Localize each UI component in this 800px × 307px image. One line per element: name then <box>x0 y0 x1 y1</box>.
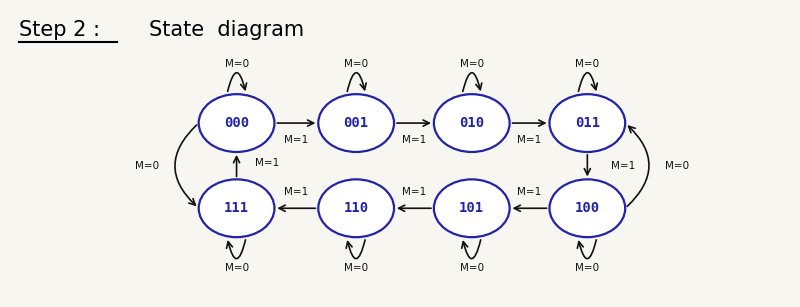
Ellipse shape <box>318 179 394 237</box>
Text: M=0: M=0 <box>665 161 689 171</box>
Ellipse shape <box>550 179 626 237</box>
FancyArrowPatch shape <box>578 240 596 259</box>
Text: M=0: M=0 <box>135 161 159 171</box>
Ellipse shape <box>434 179 510 237</box>
Text: 101: 101 <box>459 201 484 215</box>
FancyArrowPatch shape <box>279 205 315 211</box>
FancyArrowPatch shape <box>398 205 431 211</box>
Text: 011: 011 <box>574 116 600 130</box>
Ellipse shape <box>434 94 510 152</box>
Text: M=1: M=1 <box>254 157 279 168</box>
Text: M=1: M=1 <box>518 135 542 145</box>
Text: M=0: M=0 <box>575 59 599 69</box>
FancyArrowPatch shape <box>463 73 482 91</box>
Ellipse shape <box>198 94 274 152</box>
FancyArrowPatch shape <box>346 240 365 259</box>
Text: M=1: M=1 <box>611 161 635 171</box>
FancyArrowPatch shape <box>278 120 314 126</box>
Text: M=1: M=1 <box>402 187 426 196</box>
FancyArrowPatch shape <box>578 73 598 91</box>
Text: M=1: M=1 <box>518 187 542 196</box>
FancyArrowPatch shape <box>397 120 430 126</box>
Text: M=0: M=0 <box>225 262 249 273</box>
Text: M=0: M=0 <box>344 59 368 69</box>
FancyArrowPatch shape <box>627 126 649 206</box>
Ellipse shape <box>318 94 394 152</box>
Text: M=0: M=0 <box>460 262 484 273</box>
FancyArrowPatch shape <box>234 157 240 177</box>
FancyArrowPatch shape <box>512 120 545 126</box>
Text: 000: 000 <box>224 116 249 130</box>
Text: M=0: M=0 <box>575 262 599 273</box>
Text: 110: 110 <box>343 201 369 215</box>
Text: Step 2 :: Step 2 : <box>19 20 100 40</box>
Text: M=1: M=1 <box>402 135 426 145</box>
Text: M=0: M=0 <box>225 59 249 69</box>
Text: 111: 111 <box>224 201 249 215</box>
FancyArrowPatch shape <box>462 240 481 259</box>
Ellipse shape <box>198 179 274 237</box>
FancyArrowPatch shape <box>228 73 246 91</box>
Ellipse shape <box>550 94 626 152</box>
Text: M=1: M=1 <box>284 135 309 145</box>
Text: M=0: M=0 <box>460 59 484 69</box>
Text: 001: 001 <box>343 116 369 130</box>
Text: M=0: M=0 <box>344 262 368 273</box>
FancyArrowPatch shape <box>584 155 590 175</box>
Text: 010: 010 <box>459 116 484 130</box>
FancyArrowPatch shape <box>175 125 197 205</box>
Text: State  diagram: State diagram <box>149 20 304 40</box>
FancyArrowPatch shape <box>226 240 246 259</box>
FancyArrowPatch shape <box>347 73 366 91</box>
Text: M=1: M=1 <box>284 187 309 196</box>
FancyArrowPatch shape <box>514 205 546 211</box>
Text: 100: 100 <box>574 201 600 215</box>
